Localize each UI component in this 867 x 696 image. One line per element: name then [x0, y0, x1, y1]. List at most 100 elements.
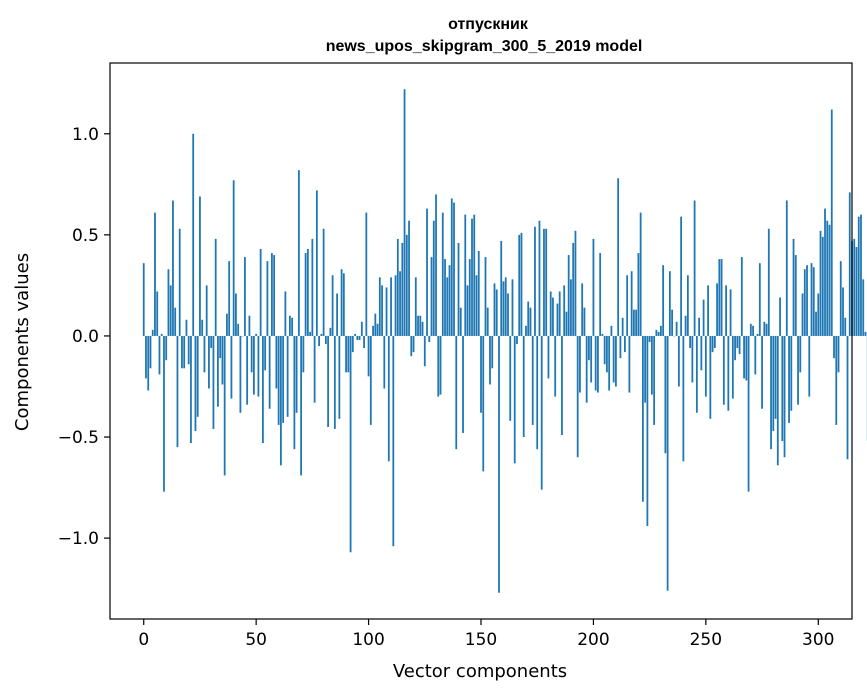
bar — [637, 253, 640, 336]
bar — [547, 335, 550, 379]
bar — [745, 335, 748, 381]
bar — [450, 198, 453, 336]
bar — [765, 323, 768, 336]
bar — [529, 307, 532, 336]
bar — [615, 335, 617, 387]
bar — [237, 323, 240, 336]
bar — [223, 335, 226, 476]
bar — [734, 335, 736, 361]
y-axis-label: Components values — [12, 253, 33, 431]
bar — [509, 335, 512, 421]
bar — [500, 240, 503, 336]
bar — [590, 335, 593, 383]
bar — [253, 335, 255, 395]
bar — [599, 253, 602, 336]
bar — [639, 212, 642, 336]
bar — [304, 253, 307, 336]
bar — [612, 335, 615, 383]
bar — [282, 335, 285, 423]
bar — [507, 293, 509, 336]
bar — [576, 335, 579, 458]
bar — [358, 335, 361, 340]
bar — [862, 279, 865, 336]
bar — [527, 301, 530, 336]
bar — [552, 297, 554, 336]
bar — [284, 291, 287, 336]
bar — [331, 275, 334, 336]
bar — [385, 287, 388, 336]
bar — [558, 291, 561, 336]
bar — [300, 335, 303, 476]
bar — [549, 291, 552, 336]
bar — [493, 283, 496, 336]
bar — [217, 335, 219, 407]
bar — [864, 331, 867, 336]
bar — [414, 277, 417, 336]
bar — [839, 261, 842, 336]
bar — [617, 178, 620, 336]
bar — [464, 214, 467, 336]
bar — [178, 228, 181, 336]
x-axis-label: Vector components — [393, 661, 567, 682]
bar — [293, 335, 296, 450]
bar — [313, 335, 316, 403]
bar — [603, 335, 606, 365]
bar — [704, 335, 707, 397]
bar — [588, 335, 590, 361]
bar — [378, 277, 381, 336]
bar — [610, 325, 613, 336]
bar — [727, 335, 730, 411]
bar — [833, 335, 835, 359]
bar — [702, 299, 705, 336]
bar — [626, 275, 629, 336]
bar — [781, 335, 784, 442]
bar — [417, 315, 419, 336]
bar — [201, 319, 204, 336]
bar — [430, 257, 433, 336]
bar — [160, 333, 163, 336]
x-tick-label: 200 — [577, 630, 609, 650]
bar — [405, 234, 408, 336]
y-axis: −1.0 −0.5 0.0 0.5 1.0 — [58, 125, 110, 549]
bar — [232, 180, 235, 336]
bar — [354, 333, 356, 336]
bar — [322, 228, 325, 336]
bar — [853, 238, 856, 336]
bar — [392, 335, 395, 547]
bar — [410, 335, 413, 357]
bar — [738, 335, 741, 355]
bar — [835, 335, 838, 425]
bar — [525, 325, 527, 336]
bar — [448, 265, 451, 336]
bar — [511, 279, 514, 336]
bar — [513, 335, 516, 464]
bar — [662, 265, 665, 336]
bar — [718, 259, 721, 336]
bar — [664, 335, 667, 454]
bar — [471, 218, 473, 336]
bar — [444, 259, 446, 336]
bar — [401, 242, 404, 336]
bar — [518, 234, 521, 336]
bar — [194, 335, 197, 431]
y-tick-label: 1.0 — [72, 125, 99, 145]
bar — [226, 313, 228, 336]
bar — [821, 236, 824, 336]
bar — [709, 335, 712, 419]
bar — [306, 249, 309, 336]
bar — [183, 335, 186, 369]
bar — [498, 335, 500, 593]
bar — [351, 335, 354, 353]
bar — [722, 335, 725, 405]
x-tick-label: 50 — [245, 630, 267, 650]
bar — [516, 335, 518, 345]
x-tick-label: 250 — [690, 630, 722, 650]
bar — [244, 257, 246, 336]
bar — [383, 335, 386, 389]
bar — [668, 271, 671, 336]
bar — [837, 335, 840, 373]
bar — [333, 335, 336, 429]
bar — [221, 335, 224, 385]
bar — [270, 253, 273, 336]
bar — [423, 335, 426, 367]
